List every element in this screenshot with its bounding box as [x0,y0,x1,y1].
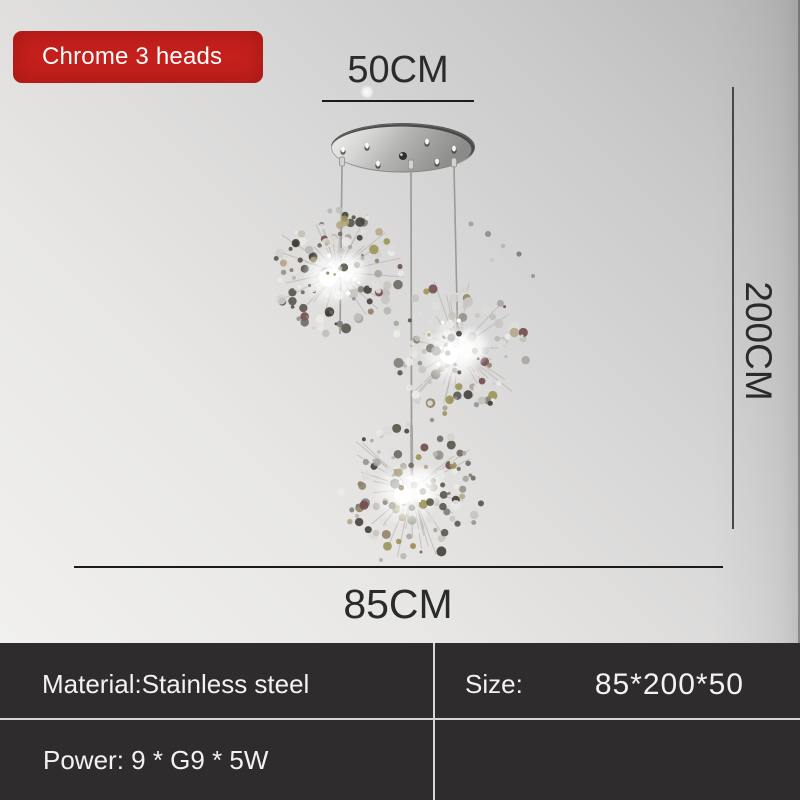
light-cluster-1 [273,206,405,338]
variant-badge: Chrome 3 heads [13,31,263,83]
canopy-width-line [322,100,474,102]
drop-height-label: 200CM [738,281,779,401]
light-cluster-2 [393,281,530,416]
fixture-width-label: 85CM [343,581,453,627]
chandelier-illustration [273,85,535,562]
spec-size-value: 85*200*50 [594,667,744,701]
light-cluster-3 [337,422,484,560]
spec-size: Size: 85*200*50 [435,643,800,718]
spec-table-horizontal-divider [0,718,800,720]
canopy-width-label: 50CM [347,49,449,91]
spec-material: Material:Stainless steel [42,669,310,699]
variant-badge-label: Chrome 3 heads [42,43,223,70]
product-photo: Chrome 3 heads 50CM 200CM 85CM [0,0,800,643]
spec-empty-cell [435,720,800,800]
spec-table: Material:Stainless steel Size: 85*200*50… [0,643,800,800]
fixture-width-line [74,566,723,568]
spec-size-label: Size: [465,669,523,699]
ceiling-canopy [330,123,475,173]
spec-power: Power: 9 * G9 * 5W [43,744,269,775]
drop-height-line [732,87,734,529]
spec-table-vertical-divider [433,643,435,800]
